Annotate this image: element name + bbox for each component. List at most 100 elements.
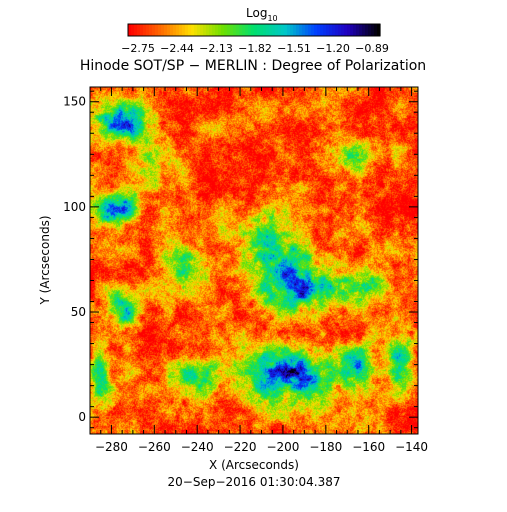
colorbar-swatch [230, 24, 234, 36]
colorbar-swatch [170, 24, 174, 36]
colorbar-tick-label: −0.89 [355, 42, 389, 55]
colorbar-swatch [242, 24, 246, 36]
colorbar-swatch [182, 24, 186, 36]
y-tick-label: 0 [78, 410, 86, 424]
colorbar-swatch [326, 24, 330, 36]
colorbar-ticks: −2.75 −2.44 −2.13 −1.82 −1.51 −1.20 −0.89 [121, 42, 389, 55]
colorbar-swatch [317, 24, 321, 36]
colorbar-swatch [176, 24, 180, 36]
x-tick-label: −140 [395, 440, 428, 454]
colorbar-swatch [296, 24, 300, 36]
colorbar-swatch [149, 24, 153, 36]
colorbar-swatch [302, 24, 306, 36]
colorbar-swatch [323, 24, 327, 36]
colorbar-swatch [347, 24, 351, 36]
colorbar-swatch [341, 24, 345, 36]
observation-date: 20−Sep−2016 01:30:04.387 [168, 475, 341, 489]
colorbar-swatch [308, 24, 312, 36]
colorbar-tick-label: −1.51 [277, 42, 311, 55]
colorbar-swatch [293, 24, 297, 36]
colorbar-swatch [362, 24, 366, 36]
colorbar [127, 23, 381, 37]
colorbar-swatch [257, 24, 261, 36]
colorbar-frame [127, 23, 381, 37]
colorbar-swatch [335, 24, 339, 36]
colorbar-tick-label: −1.82 [238, 42, 272, 55]
colorbar-swatch [239, 24, 243, 36]
x-tick-label: −260 [138, 440, 171, 454]
colorbar-swatch [140, 24, 144, 36]
colorbar-title: Log10 [246, 6, 278, 23]
x-tick-label: −200 [266, 440, 299, 454]
colorbar-swatch [299, 24, 303, 36]
colorbar-swatch [275, 24, 279, 36]
colorbar-swatch [224, 24, 228, 36]
colorbar-swatch [290, 24, 294, 36]
colorbar-swatch [128, 24, 132, 36]
colorbar-swatch [233, 24, 237, 36]
colorbar-swatch [284, 24, 288, 36]
colorbar-tick-label: −2.13 [199, 42, 233, 55]
colorbar-swatch [248, 24, 252, 36]
x-tick-label: −220 [224, 440, 257, 454]
plot-frame [89, 86, 419, 435]
colorbar-swatch [329, 24, 333, 36]
colorbar-swatch [179, 24, 183, 36]
y-tick-label: 150 [63, 95, 86, 109]
colorbar-tick-label: −2.75 [121, 42, 155, 55]
y-axis-label: Y (Arcseconds) [38, 215, 52, 305]
colorbar-swatch [263, 24, 267, 36]
colorbar-tick-label: −1.20 [316, 42, 350, 55]
colorbar-swatch [158, 24, 162, 36]
colorbar-swatch [260, 24, 264, 36]
colorbar-swatch [152, 24, 156, 36]
colorbar-swatch [215, 24, 219, 36]
colorbar-swatch [218, 24, 222, 36]
colorbar-swatch [254, 24, 258, 36]
polarization-map [90, 87, 418, 434]
colorbar-swatch [278, 24, 282, 36]
colorbar-swatch [344, 24, 348, 36]
colorbar-swatch [173, 24, 177, 36]
colorbar-swatch [146, 24, 150, 36]
colorbar-swatch [209, 24, 213, 36]
colorbar-swatch [194, 24, 198, 36]
colorbar-swatch [143, 24, 147, 36]
colorbar-swatch [269, 24, 273, 36]
colorbar-swatch [374, 24, 378, 36]
colorbar-swatch [203, 24, 207, 36]
y-tick-label: 100 [63, 200, 86, 214]
colorbar-swatch [197, 24, 201, 36]
colorbar-swatch [155, 24, 159, 36]
colorbar-swatch [365, 24, 369, 36]
colorbar-swatch [353, 24, 357, 36]
colorbar-swatch [314, 24, 318, 36]
colorbar-swatch [368, 24, 372, 36]
colorbar-swatch [371, 24, 375, 36]
colorbar-swatch [320, 24, 324, 36]
colorbar-swatch [131, 24, 135, 36]
chart-title: Hinode SOT/SP − MERLIN : Degree of Polar… [80, 58, 426, 74]
colorbar-swatch [200, 24, 204, 36]
colorbar-swatch [137, 24, 141, 36]
colorbar-swatch [311, 24, 315, 36]
colorbar-swatch [350, 24, 354, 36]
colorbar-swatch [266, 24, 270, 36]
axes: −280 −260 −240 −220 −200 −180 −160 −140 0 50 100 15… [63, 87, 428, 454]
colorbar-swatch [281, 24, 285, 36]
y-tick-label: 50 [71, 305, 86, 319]
colorbar-swatch [206, 24, 210, 36]
colorbar-swatch [245, 24, 249, 36]
colorbar-swatch [272, 24, 276, 36]
x-tick-label: −280 [95, 440, 128, 454]
x-tick-label: −160 [352, 440, 385, 454]
x-axis-label: X (Arcseconds) [209, 458, 299, 472]
colorbar-swatch [188, 24, 192, 36]
colorbar-swatch [191, 24, 195, 36]
x-tick-label: −240 [181, 440, 214, 454]
colorbar-swatch [227, 24, 231, 36]
colorbar-swatch [185, 24, 189, 36]
x-tick-label: −180 [309, 440, 342, 454]
colorbar-swatch [221, 24, 225, 36]
